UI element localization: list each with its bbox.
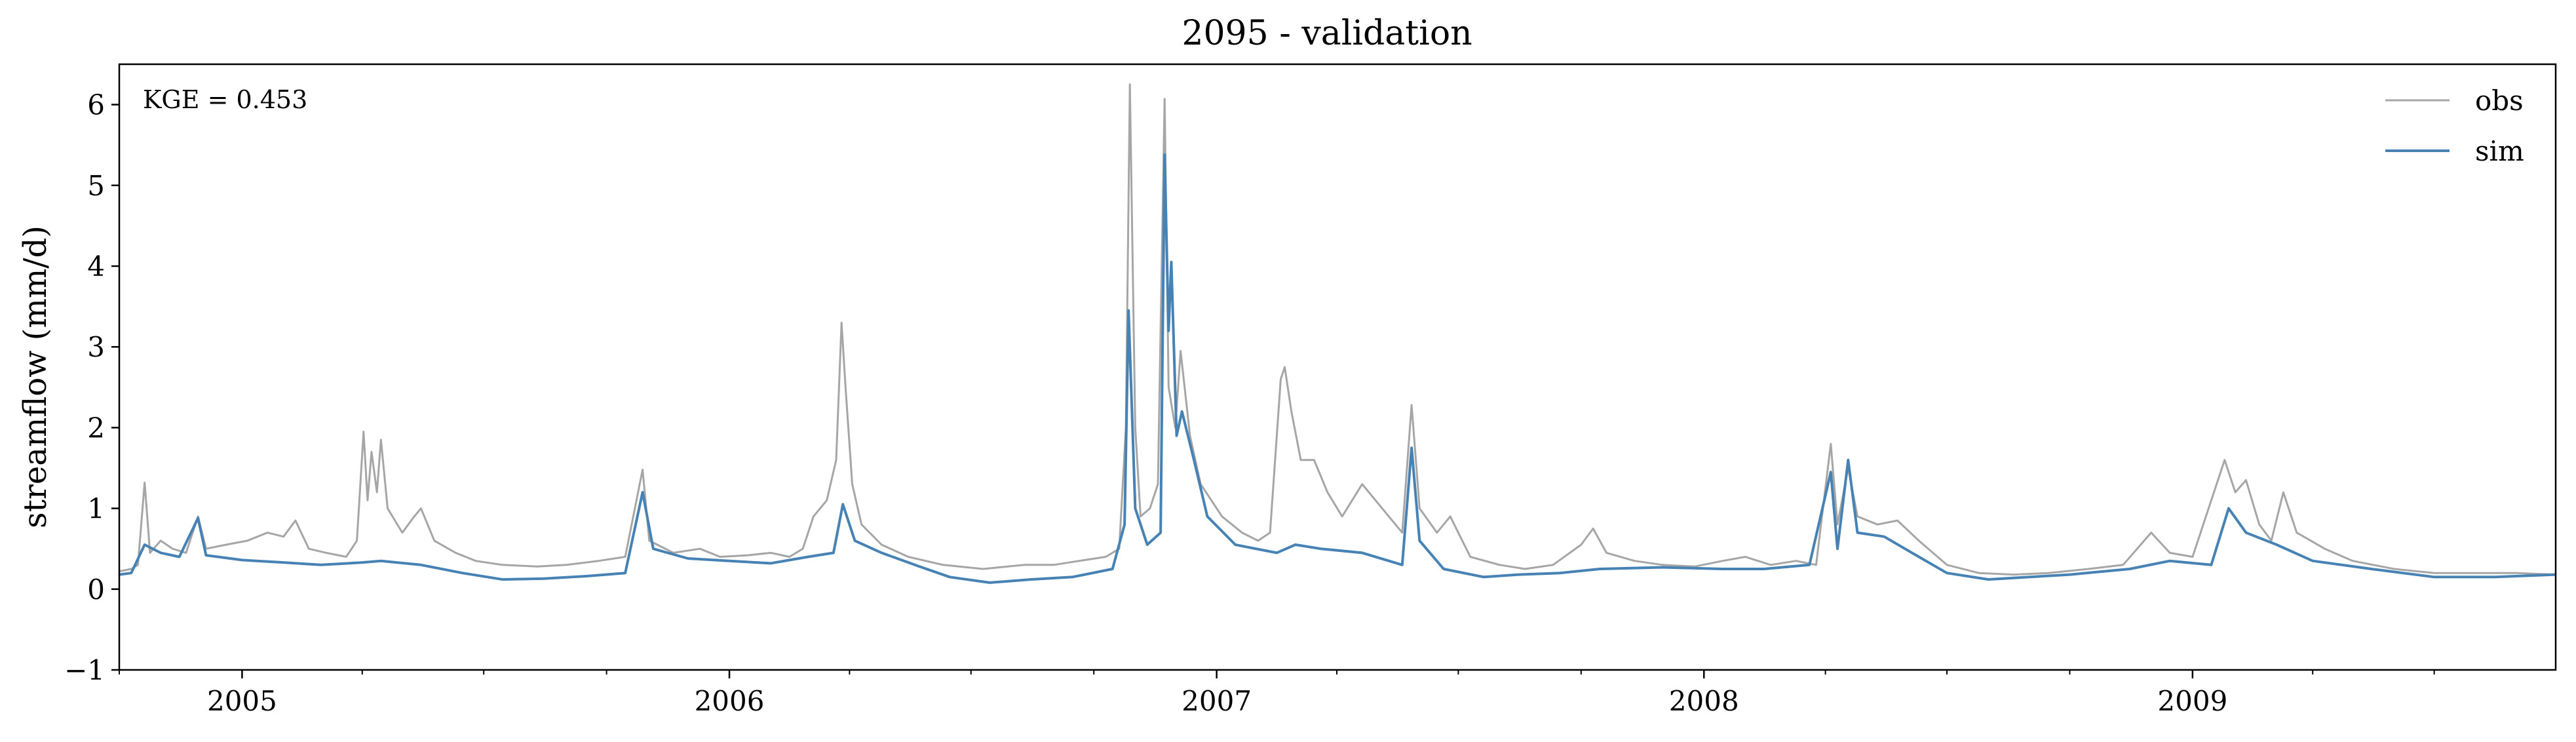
- chart-title: 2095 - validation: [1182, 14, 1472, 53]
- y-tick-label: 3: [87, 331, 105, 363]
- y-tick-label: 4: [87, 250, 105, 283]
- x-tick-label: 2005: [207, 685, 277, 717]
- y-axis-label: streamflow (mm/d): [17, 225, 54, 528]
- legend: obs sim: [2385, 85, 2524, 167]
- y-tick-label: 6: [87, 89, 105, 121]
- series-line-obs: [119, 83, 2556, 576]
- legend-label-obs: obs: [2475, 85, 2524, 117]
- x-tick-label: 2008: [1669, 685, 1739, 717]
- kge-annotation: KGE = 0.453: [143, 85, 307, 114]
- axes-layer: −1 0 1 2 3 4 5 6 2005 2006 2007 2008 2009: [64, 63, 2557, 717]
- y-tick-label: 0: [87, 574, 105, 606]
- y-tick-label: −1: [64, 654, 105, 686]
- plot-frame: [118, 63, 2557, 671]
- y-tick-label: 2: [87, 412, 105, 444]
- x-tick-label: 2007: [1182, 685, 1252, 717]
- y-tick-label: 1: [87, 493, 105, 525]
- x-tick-label: 2009: [2157, 685, 2227, 717]
- series-line-sim: [119, 153, 2556, 584]
- legend-label-sim: sim: [2475, 135, 2524, 167]
- series-layer: [119, 83, 2556, 584]
- y-tick-label: 5: [87, 170, 105, 202]
- x-tick-label: 2006: [695, 685, 765, 717]
